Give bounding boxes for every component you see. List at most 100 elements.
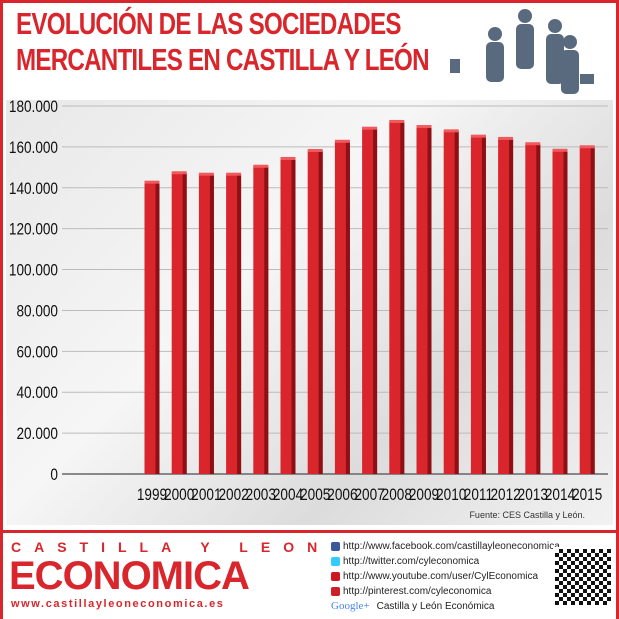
x-tick-label: 1999 — [137, 486, 167, 505]
bar-side — [481, 136, 486, 474]
bar-top — [280, 156, 296, 160]
social-link[interactable]: http://twitter.com/cyleconomica — [331, 554, 560, 569]
bar-2014 — [552, 148, 568, 475]
bar-top — [334, 139, 350, 143]
x-tick-label: 2002 — [218, 486, 248, 505]
bar-side — [291, 158, 296, 474]
qr-code — [553, 547, 613, 607]
bar-2005 — [307, 148, 323, 474]
business-people-illustration — [450, 9, 594, 94]
bar-side — [264, 166, 269, 474]
bar-side — [345, 141, 350, 474]
bar-side — [427, 127, 432, 475]
x-tick-label: 2012 — [490, 486, 520, 505]
bar-top — [579, 145, 595, 149]
social-link-text: Castilla y León Económica — [376, 601, 495, 612]
brand-logo: ECONOMICA — [9, 554, 250, 598]
source-note: Fuente: CES Castilla y León. — [469, 510, 585, 520]
bar-top — [416, 125, 432, 129]
bar-top — [470, 134, 486, 138]
social-link-text: http://www.youtube.com/user/CylEconomica — [343, 571, 539, 582]
social-link[interactable]: http://pinterest.com/cyleconomica — [331, 584, 560, 599]
facebook-icon — [331, 542, 340, 551]
bar-2007 — [362, 126, 378, 474]
bar-top — [171, 171, 187, 175]
bar-2003 — [253, 164, 269, 474]
bar-2013 — [525, 142, 541, 474]
y-tick-label: 180.000 — [9, 98, 58, 117]
bar-side — [209, 174, 214, 474]
bar-2001 — [198, 172, 214, 474]
bar-2008 — [389, 119, 405, 475]
social-link-text: http://twitter.com/cyleconomica — [343, 556, 480, 567]
bar-side — [400, 121, 405, 475]
y-tick-label: 140.000 — [9, 179, 58, 198]
bar-top — [362, 126, 378, 130]
bar-top — [198, 172, 214, 176]
y-tick-label: 40.000 — [16, 384, 58, 403]
x-tick-label: 2009 — [409, 486, 439, 505]
x-tick-label: 2006 — [327, 486, 357, 505]
brand-url[interactable]: www.castillayleoneconomica.es — [11, 598, 225, 610]
social-link[interactable]: Google+ Castilla y León Económica — [331, 599, 560, 614]
bar-2011 — [470, 134, 486, 474]
bar-top — [525, 142, 541, 146]
x-tick-label: 2004 — [273, 486, 304, 505]
x-tick-label: 2001 — [191, 486, 221, 505]
google-plus-icon: Google+ — [331, 600, 370, 612]
twitter-icon — [331, 557, 340, 566]
y-tick-label: 160.000 — [9, 139, 58, 158]
x-tick-label: 2005 — [300, 486, 330, 505]
bar-2002 — [226, 172, 242, 474]
bar-2000 — [171, 171, 187, 475]
y-tick-label: 60.000 — [16, 343, 58, 362]
bar-side — [318, 150, 323, 474]
bar-top — [552, 148, 568, 152]
bar-side — [182, 173, 187, 475]
x-tick-label: 2007 — [354, 486, 384, 505]
bar-side — [509, 138, 514, 474]
y-tick-label: 100.000 — [9, 261, 58, 280]
social-links: http://www.facebook.com/castillayleoneco… — [331, 539, 560, 614]
bar-side — [563, 150, 568, 475]
bar-chart: 0 20.000 40.000 60.000 80.000 100.000 120.000 1… — [9, 98, 608, 505]
bar-side — [155, 182, 160, 474]
youtube-icon — [331, 572, 340, 581]
y-tick-label: 0 — [50, 466, 58, 485]
title-line-1: EVOLUCIÓN DE LAS SOCIEDADES — [16, 6, 401, 41]
social-link[interactable]: http://www.facebook.com/castillayleoneco… — [331, 539, 560, 554]
x-tick-label: 2015 — [572, 486, 602, 505]
bar-2012 — [498, 136, 514, 474]
brand-top: CASTILLA Y LEON — [11, 539, 331, 555]
bar-2009 — [416, 125, 432, 475]
bar-top — [498, 136, 514, 140]
x-tick-label: 2013 — [518, 486, 548, 505]
bar-side — [590, 147, 595, 474]
bar-top — [253, 164, 269, 168]
title-line-2: MERCANTILES EN CASTILLA Y LEÓN — [16, 42, 430, 77]
bar-top — [307, 148, 323, 152]
x-tick-label: 2008 — [382, 486, 412, 505]
y-tick-label: 20.000 — [16, 425, 58, 444]
bar-top — [443, 129, 459, 133]
bar-side — [237, 174, 242, 474]
y-tick-label: 120.000 — [9, 220, 58, 239]
social-link-text: http://pinterest.com/cyleconomica — [343, 586, 492, 597]
x-tick-label: 2014 — [545, 486, 576, 505]
social-link-text: http://www.facebook.com/castillayleoneco… — [343, 541, 560, 552]
bar-side — [373, 128, 378, 474]
bar-top — [389, 119, 405, 123]
footer: CASTILLA Y LEON ECONOMICA www.castillayl… — [3, 530, 616, 619]
bar-top — [144, 180, 160, 184]
page-title: EVOLUCIÓN DE LAS SOCIEDADES MERCANTILES … — [16, 6, 430, 78]
bar-2010 — [443, 129, 459, 474]
social-link[interactable]: http://www.youtube.com/user/CylEconomica — [331, 569, 560, 584]
x-tick-label: 2011 — [464, 486, 493, 505]
bar-side — [454, 131, 459, 474]
bar-2004 — [280, 156, 296, 474]
x-tick-label: 2000 — [164, 486, 194, 505]
bar-top — [226, 172, 242, 176]
bar-1999 — [144, 180, 160, 474]
x-tick-label: 2003 — [246, 486, 276, 505]
bar-2006 — [334, 139, 350, 474]
